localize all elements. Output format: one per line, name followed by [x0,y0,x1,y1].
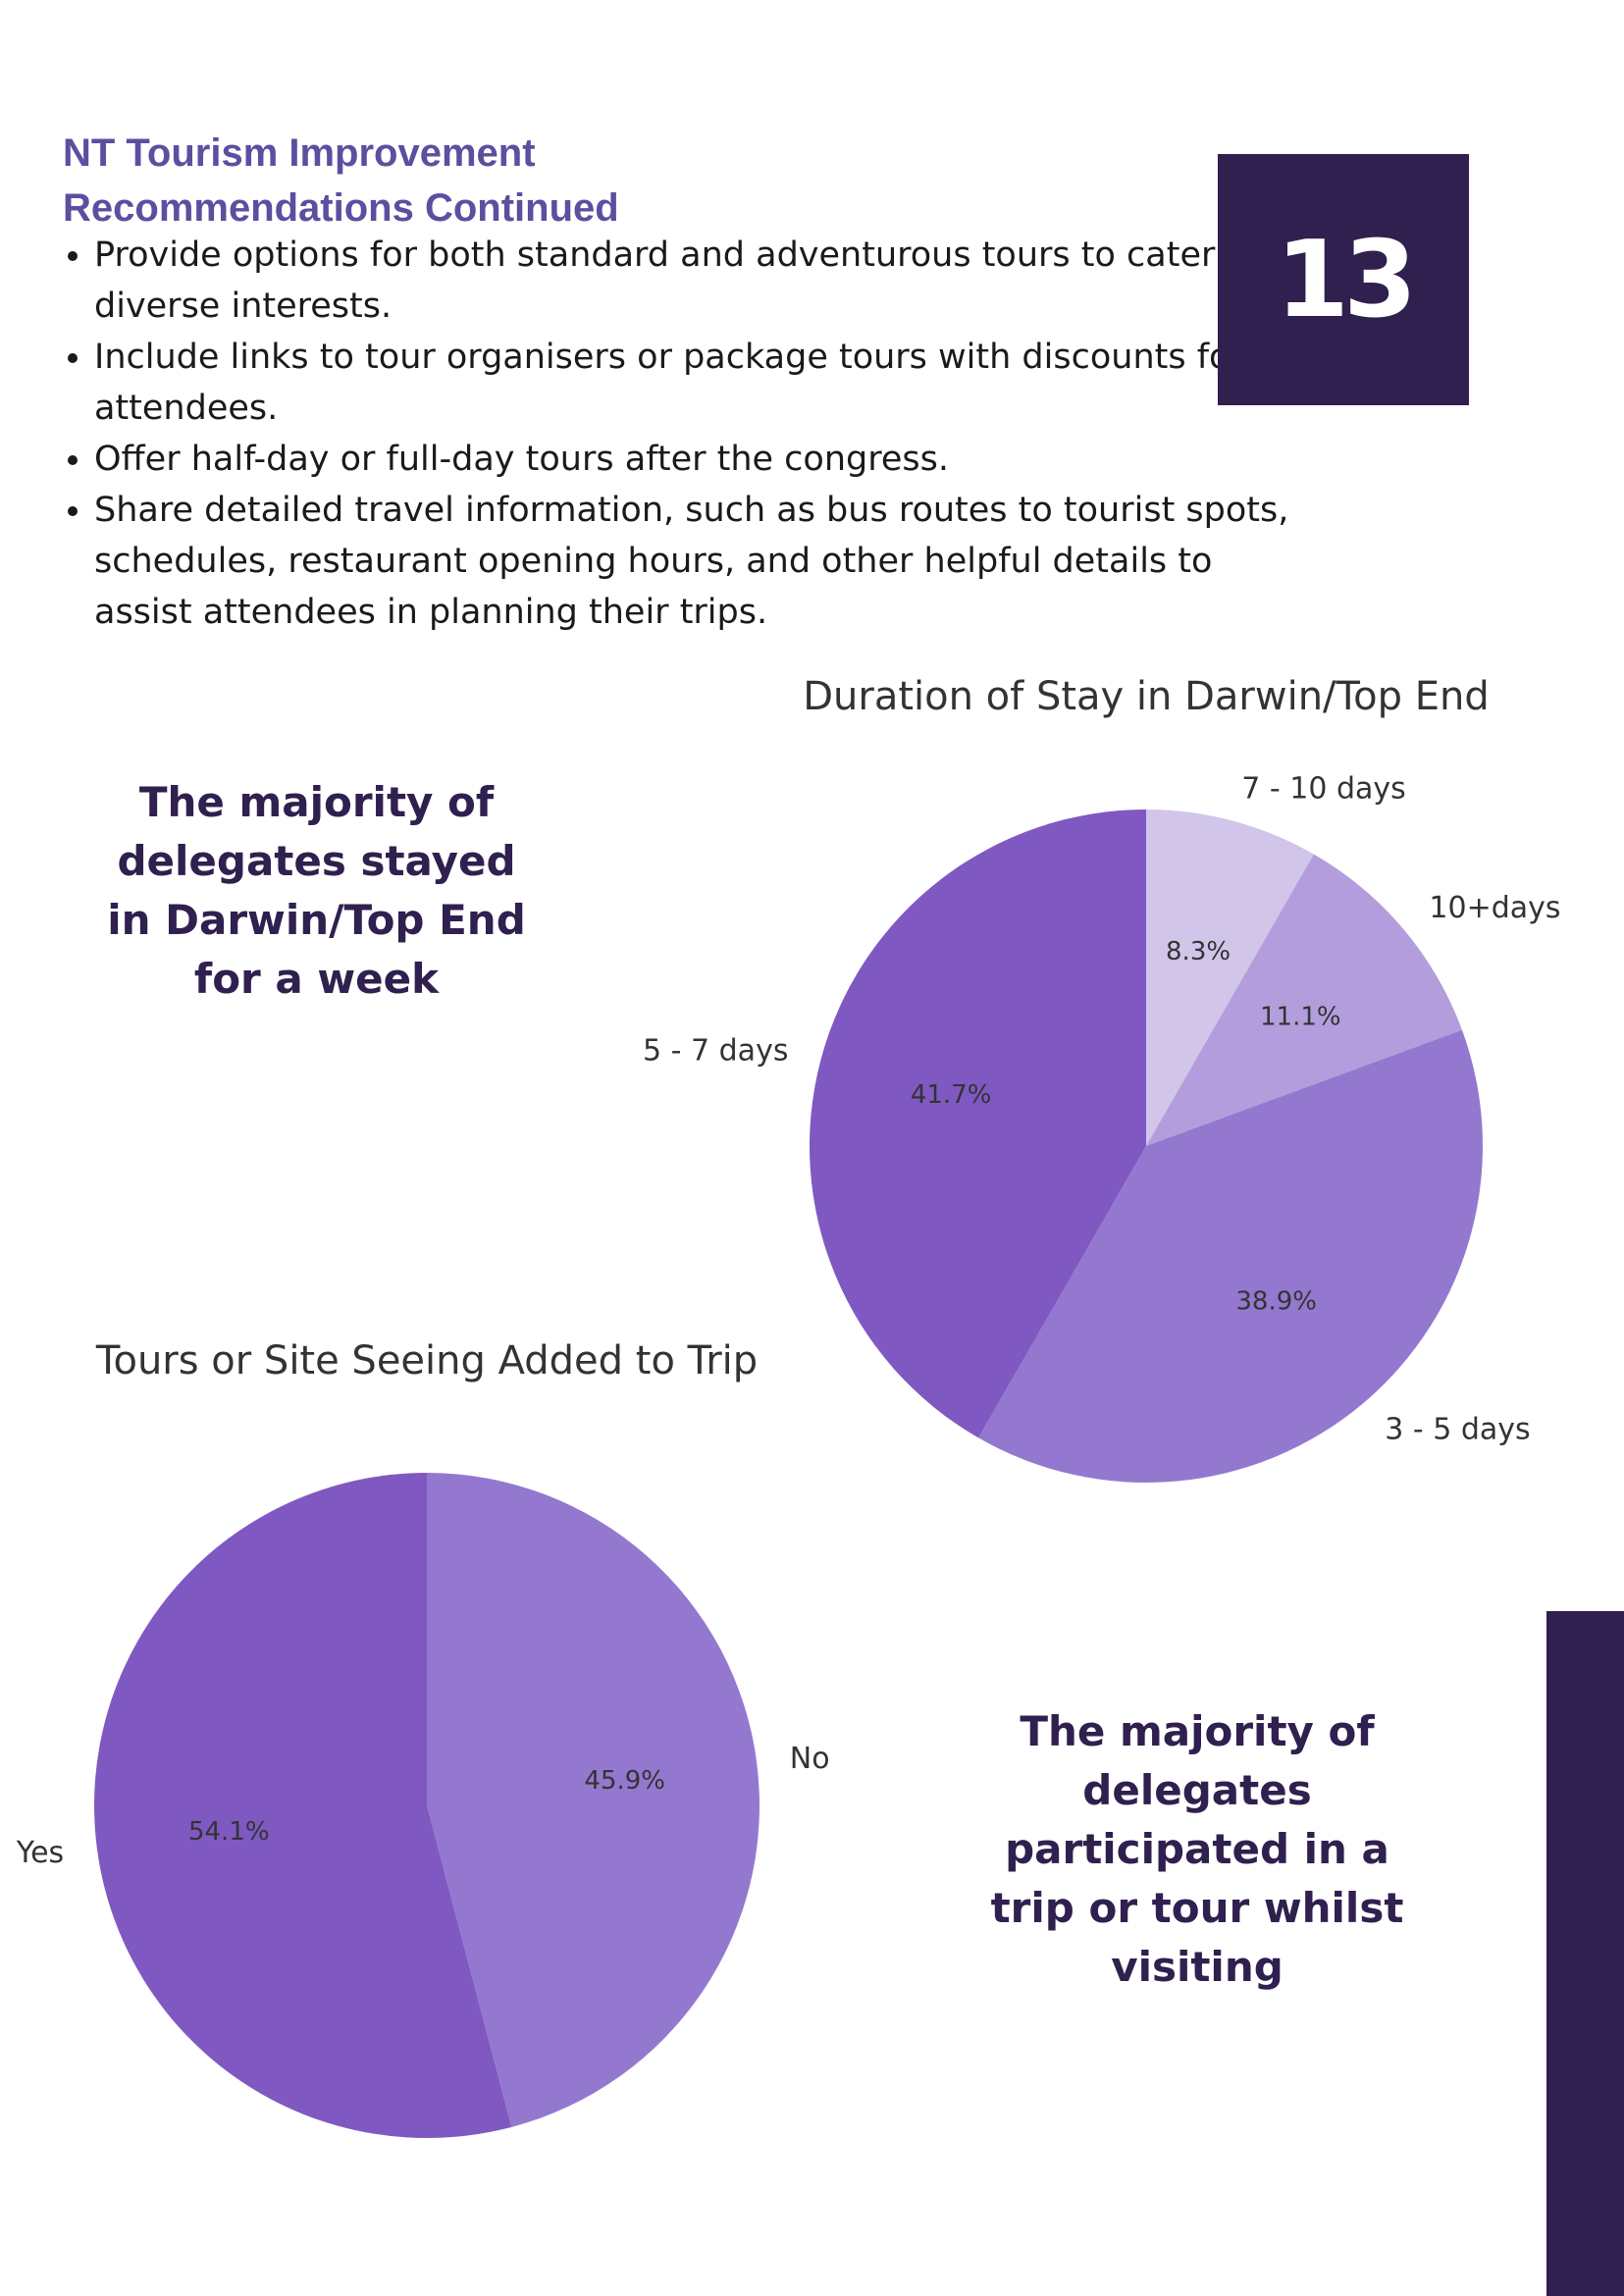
slice-percent-label: 54.1% [188,1817,270,1847]
slice-category-label: 7 - 10 days [1241,771,1406,806]
slice-percent-label: 41.7% [911,1080,992,1110]
pie-slice [1146,854,1462,1146]
recommendation-item: Share detailed travel information, such … [94,485,1301,638]
slice-category-label: 3 - 5 days [1385,1412,1530,1446]
slice-category-label: Yes [16,1836,64,1870]
heading-line-2: Recommendations Continued [63,186,619,230]
pie-slice [93,1473,512,2138]
pie-slice [1146,809,1314,1146]
tours-callout: The majority of delegates participated i… [990,1707,1404,1991]
recommendation-list: Provide options for both standard and ad… [47,230,1301,638]
slice-percent-label: 45.9% [584,1766,665,1796]
slice-category-label: 10+days [1429,891,1560,925]
pie-slice [978,1029,1483,1484]
page-heading: NT Tourism Improvement Recommendations C… [63,126,809,235]
slice-category-label: 5 - 7 days [643,1034,788,1069]
slice-percent-label: 11.1% [1260,1002,1341,1031]
heading-line-1: NT Tourism Improvement [63,131,536,175]
pie-slice [809,809,1146,1438]
page-number: 13 [1275,218,1417,341]
pie-slice [427,1473,760,2127]
slice-category-label: No [790,1742,830,1776]
slice-percent-label: 38.9% [1235,1286,1317,1316]
recommendation-item: Provide options for both standard and ad… [94,230,1301,332]
chart-title: Duration of Stay in Darwin/Top End [803,674,1490,719]
recommendation-item: Offer half-day or full-day tours after t… [94,434,1301,485]
slice-percent-label: 8.3% [1166,937,1231,966]
stay-callout: The majority of delegates stayed in Darw… [107,778,526,1003]
recommendation-item: Include links to tour organisers or pack… [94,332,1301,434]
chart-title: Tours or Site Seeing Added to Trip [95,1338,758,1383]
side-accent-bar [1546,1611,1624,2296]
page-number-badge: 13 [1218,154,1469,405]
